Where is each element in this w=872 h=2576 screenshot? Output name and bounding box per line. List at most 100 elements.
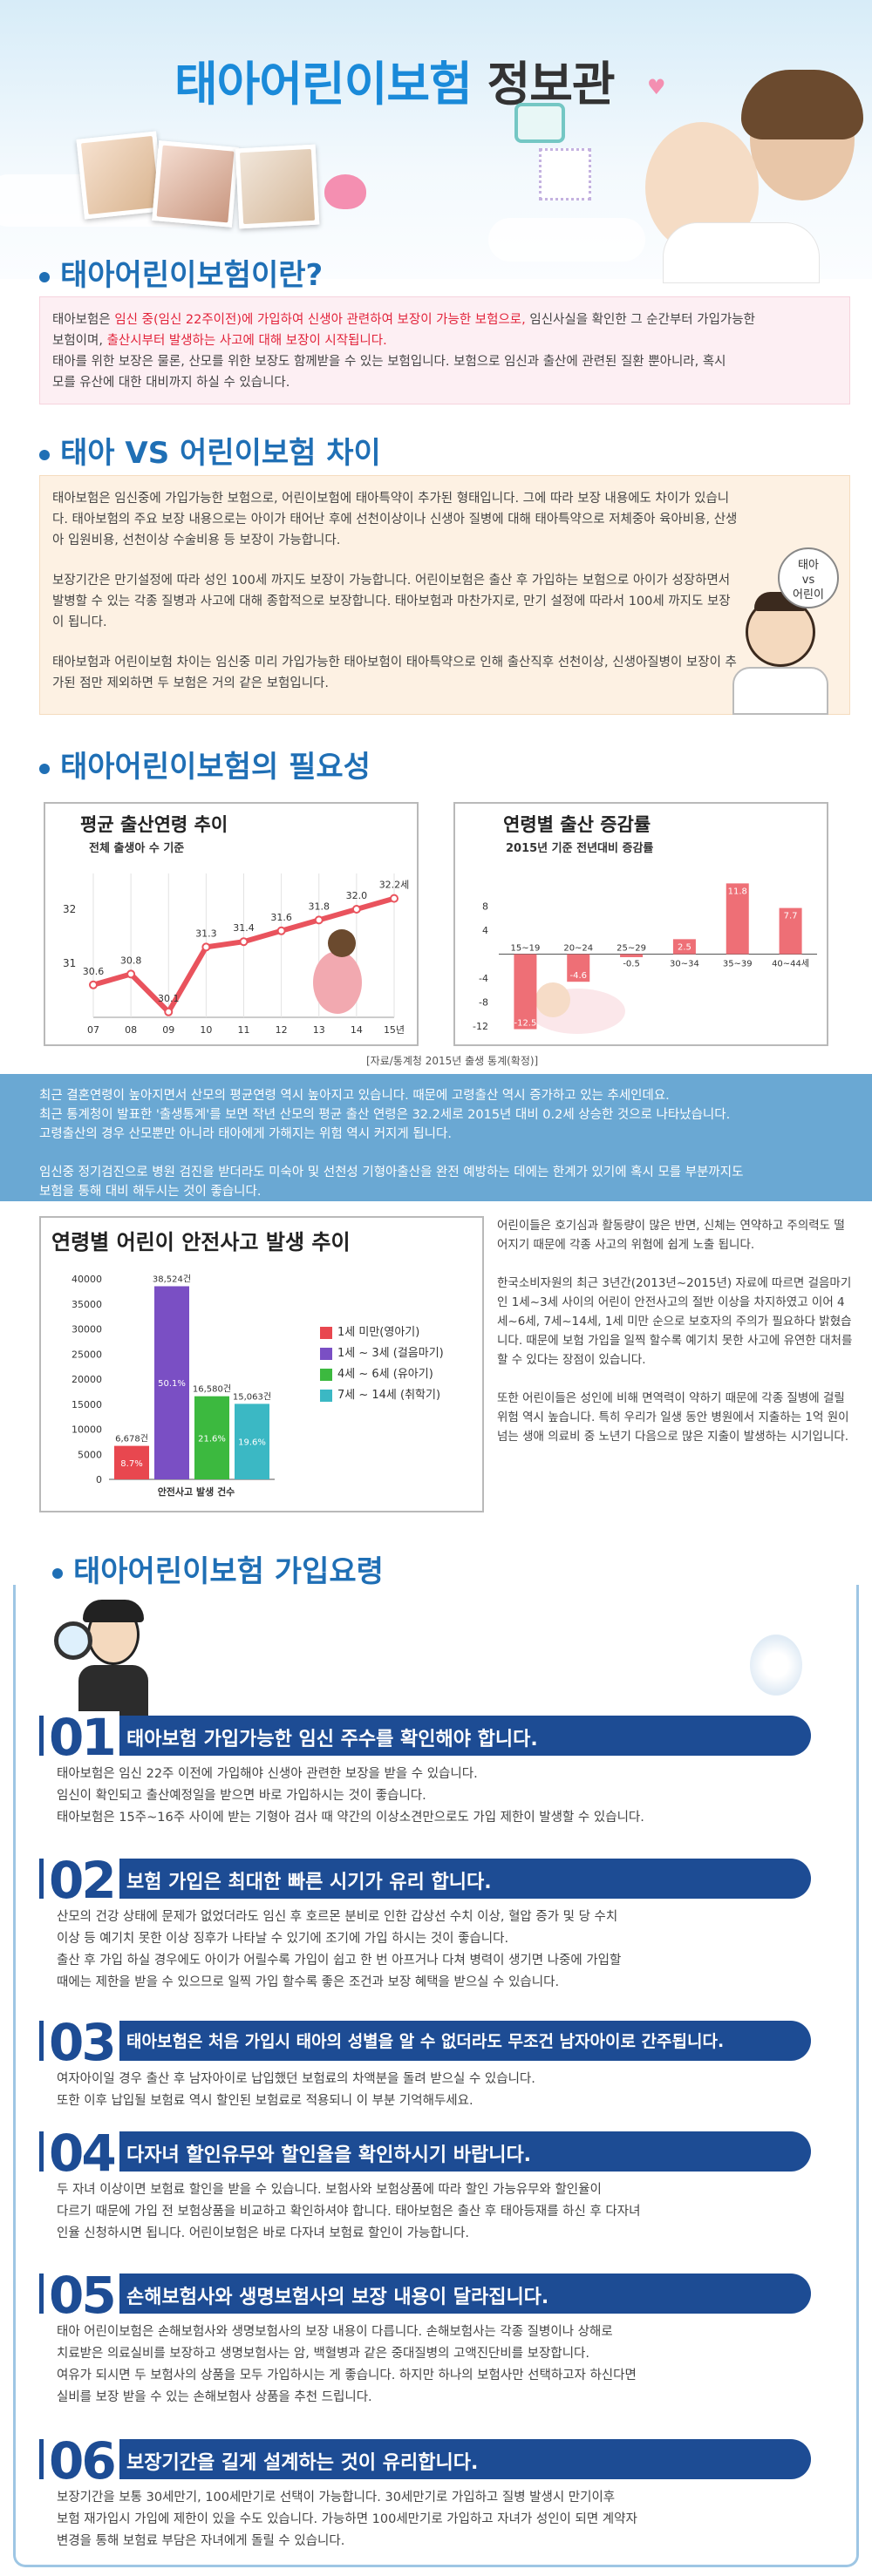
- step-number: 06: [44, 2435, 119, 2487]
- y-tick-label: 25000: [72, 1349, 102, 1360]
- definition-line-3: 태아를 위한 보장은 물론, 산모를 위한 보장도 함께받을 수 있는 보험입니…: [52, 355, 726, 369]
- y-tick-label: 30000: [72, 1324, 102, 1336]
- data-point: [126, 969, 136, 979]
- y-tick-label: 15000: [72, 1399, 102, 1410]
- section-title-tips: 태아어린이보험 가입요령: [52, 1547, 384, 1590]
- x-tick-label: 25~29: [617, 944, 646, 954]
- data-label: 30.8: [120, 955, 142, 966]
- data-point: [314, 915, 324, 925]
- step-title: 손해보험사와 생명보험사의 보장 내용이 달라집니다.: [126, 2287, 549, 2308]
- bar: [514, 954, 537, 1030]
- share-label: 8.7%: [120, 1459, 142, 1469]
- baby-face-icon: [324, 174, 366, 209]
- y-tick-label: 10000: [72, 1424, 102, 1436]
- baby-photo-3: [235, 144, 320, 229]
- step-body-line: 때에는 제한을 받을 수 있으므로 일찍 가입 할수록 좋은 조건과 보장 혜택…: [57, 1975, 560, 1989]
- section-title-what-is: 태아어린이보험이란?: [39, 251, 323, 294]
- vs-speech-bubble: 태아 vs 어린이: [778, 547, 839, 608]
- step-body-line: 출산 후 가입 하실 경우에도 아이가 어릴수록 가입이 쉽고 한 번 아프거나…: [57, 1954, 622, 1968]
- heart-icon: ♥: [647, 75, 666, 99]
- x-tick-label: 09: [162, 1024, 174, 1036]
- accident-chart: 연령별 어린이 안전사고 발생 추이 40000 35000 30000 25000 2…: [39, 1216, 484, 1512]
- y-tick-label: 8: [482, 901, 488, 913]
- definition-line-2: 보험이며, 출산시부터 발생하는 사고에 대해 보장이 시작됩니다.: [52, 334, 387, 348]
- x-tick-label: 10: [200, 1024, 212, 1036]
- birth-change-chart: 연령별 출산 증감률 2015년 기준 전년대비 증감률 8 4 -4 -8 -12 -1…: [453, 802, 828, 1046]
- step-body-line: 보험 재가입시 가입에 제한이 있을 수도 있습니다. 가능하면 100세만기로…: [57, 2512, 637, 2526]
- page-title: 태아어린이보험 정보관: [174, 57, 616, 112]
- chart-title: 연령별 출산 증감률: [503, 814, 651, 835]
- difference-para-3: 태아보험과 어린이보험 차이는 임신중 미리 가입가능한 태아보험이 태아특약으…: [52, 656, 737, 690]
- share-label: 50.1%: [158, 1379, 186, 1389]
- balloon-decoration: [750, 1635, 802, 1696]
- bullet-icon: [52, 1567, 63, 1579]
- step-title: 보장기간을 길게 설계하는 것이 유리합니다.: [126, 2452, 479, 2474]
- step-number: 05: [44, 2269, 119, 2321]
- y-tick-label: 0: [96, 1474, 102, 1485]
- step-body-line: 두 자녀 이상이면 보험료 할인을 받을 수 있습니다. 보험사와 보험상품에 …: [57, 2183, 602, 2197]
- chart-title: 평균 출산연령 추이: [80, 814, 228, 835]
- necessity-band: 최근 결혼연령이 높아지면서 산모의 평균연령 역시 높아지고 있습니다. 때문…: [0, 1074, 872, 1201]
- step-body-line: 인율 신청하시면 됩니다. 어린이보험은 바로 다자녀 보험료 할인이 가능합니…: [57, 2226, 469, 2240]
- step-body: 보장기간을 보통 30세만기, 100세만기로 선택이 가능합니다. 30세만기…: [57, 2487, 815, 2552]
- baby-photo-1: [76, 131, 165, 220]
- x-axis-label: 안전사고 발생 건수: [158, 1485, 235, 1498]
- x-tick-label: 12: [276, 1024, 288, 1036]
- step-body-line: 다르기 때문에 가입 전 보험상품을 비교하고 확인하셔야 합니다. 태아보험은…: [57, 2205, 641, 2219]
- step-body-line: 변경을 통해 보험료 부담은 자녀에게 돌릴 수 있습니다.: [57, 2534, 345, 2548]
- step-number: 02: [44, 1854, 119, 1907]
- step-body: 태아 어린이보험은 손해보험사와 생명보험사의 보장 내용이 다릅니다. 손해보…: [57, 2321, 815, 2409]
- pregnant-woman-icon: [313, 951, 362, 1014]
- step-body-line: 보장기간을 보통 30세만기, 100세만기로 선택이 가능합니다. 30세만기…: [57, 2491, 616, 2505]
- legend-swatch: [320, 1347, 332, 1360]
- step-header-bar: [39, 2021, 811, 2061]
- step-body-line: 여자아이일 경우 출산 후 남자아이로 납입했던 보험료의 차액분을 돌려 받으…: [57, 2072, 535, 2086]
- difference-para-1: 태아보험은 임신중에 가입가능한 보험으로, 어린이보험에 태아특약이 추가된 …: [52, 492, 738, 547]
- band-line: 고령출산의 경우 산모뿐만 아니라 태아에게 가해지는 위험 역시 커지게 됩니…: [39, 1127, 452, 1141]
- legend-swatch: [320, 1389, 332, 1402]
- step-body-line: 이상 등 예기치 못한 이상 징후가 나타날 수 있기에 조기에 가입 하시는 …: [57, 1932, 509, 1946]
- step-header-bar: [39, 2131, 811, 2172]
- y-tick-label: -8: [479, 997, 488, 1009]
- accident-legend: 1세 미만(영아기) 1세 ~ 3세 (걸음마기) 4세 ~ 6세 (유아기) …: [320, 1322, 444, 1406]
- chart-title: 연령별 어린이 안전사고 발생 추이: [51, 1230, 351, 1254]
- camera-icon: [514, 103, 565, 143]
- band-line: 보험을 통해 대비 해두시는 것이 좋습니다.: [39, 1185, 262, 1199]
- x-tick-label: 20~24: [563, 944, 593, 954]
- legend-item: 7세 ~ 14세 (취학기): [320, 1385, 444, 1406]
- data-label: 6,678건: [115, 1434, 148, 1444]
- pregnant-woman-head: [328, 929, 356, 957]
- step-body-line: 실비를 보장 받을 수 있는 손해보험사 상품을 추천 드립니다.: [57, 2390, 372, 2404]
- bullet-icon: [39, 449, 50, 460]
- data-label: 32.2세: [379, 880, 410, 891]
- data-point: [351, 905, 361, 914]
- step-number: 04: [44, 2127, 119, 2179]
- step-body-line: 태아보험은 임신 22주 이전에 가입해야 신생아 관련한 보장을 받을 수 있…: [57, 1767, 478, 1781]
- accident-para-1: 어린이들은 호기심과 활동량이 많은 반면, 신체는 연약하고 주의력도 떨어지…: [497, 1219, 845, 1252]
- step-body: 산모의 건강 상태에 문제가 없었더라도 임신 후 호르몬 분비로 인한 갑상선…: [57, 1907, 815, 1994]
- y-tick-label: 20000: [72, 1374, 102, 1385]
- step-number: 03: [44, 2016, 119, 2069]
- step-header-bar: [39, 2439, 811, 2479]
- accident-bar-chart: 40000 35000 30000 25000 20000 15000 10000 5000 0…: [72, 1274, 275, 1498]
- data-point: [239, 937, 249, 947]
- definition-line-4: 모를 유산에 대한 대비까지 하실 수 있습니다.: [52, 376, 290, 390]
- data-point: [201, 942, 211, 952]
- step-body-line: 산모의 건강 상태에 문제가 없었더라도 임신 후 호르몬 분비로 인한 갑상선…: [57, 1910, 618, 1924]
- step-body-line: 임신이 확인되고 출산예정일을 받으면 바로 가입하시는 것이 좋습니다.: [57, 1789, 426, 1803]
- y-tick-label: -4: [479, 973, 488, 984]
- data-point: [164, 1007, 174, 1016]
- band-line: 최근 통계청이 발표한 '출생통계'를 보면 작년 산모의 평균 출산 연령은 …: [39, 1108, 731, 1122]
- data-point: [390, 894, 399, 903]
- bar: [726, 883, 749, 955]
- difference-box: 태아보험은 임신중에 가입가능한 보험으로, 어린이보험에 태아특약이 추가된 …: [39, 475, 850, 715]
- step-title: 태아보험은 처음 가입시 태아의 성별을 알 수 없더라도 무조건 남자아이로 …: [126, 2032, 725, 2051]
- y-tick-label: 5000: [78, 1449, 102, 1460]
- accident-para-3: 또한 어린이들은 성인에 비해 면역력이 약하기 때문에 각종 질병에 걸릴 위…: [497, 1391, 849, 1444]
- difference-para-2: 보장기간은 만기설정에 따라 성인 100세 까지도 보장이 가능합니다. 어린…: [52, 574, 731, 629]
- x-tick-label: 08: [125, 1024, 137, 1036]
- x-tick-label: 15년: [384, 1024, 405, 1036]
- man-with-magnifier-illustration: [52, 1600, 166, 1717]
- y-tick-label: 40000: [72, 1274, 102, 1285]
- data-label: -4.6: [569, 971, 587, 981]
